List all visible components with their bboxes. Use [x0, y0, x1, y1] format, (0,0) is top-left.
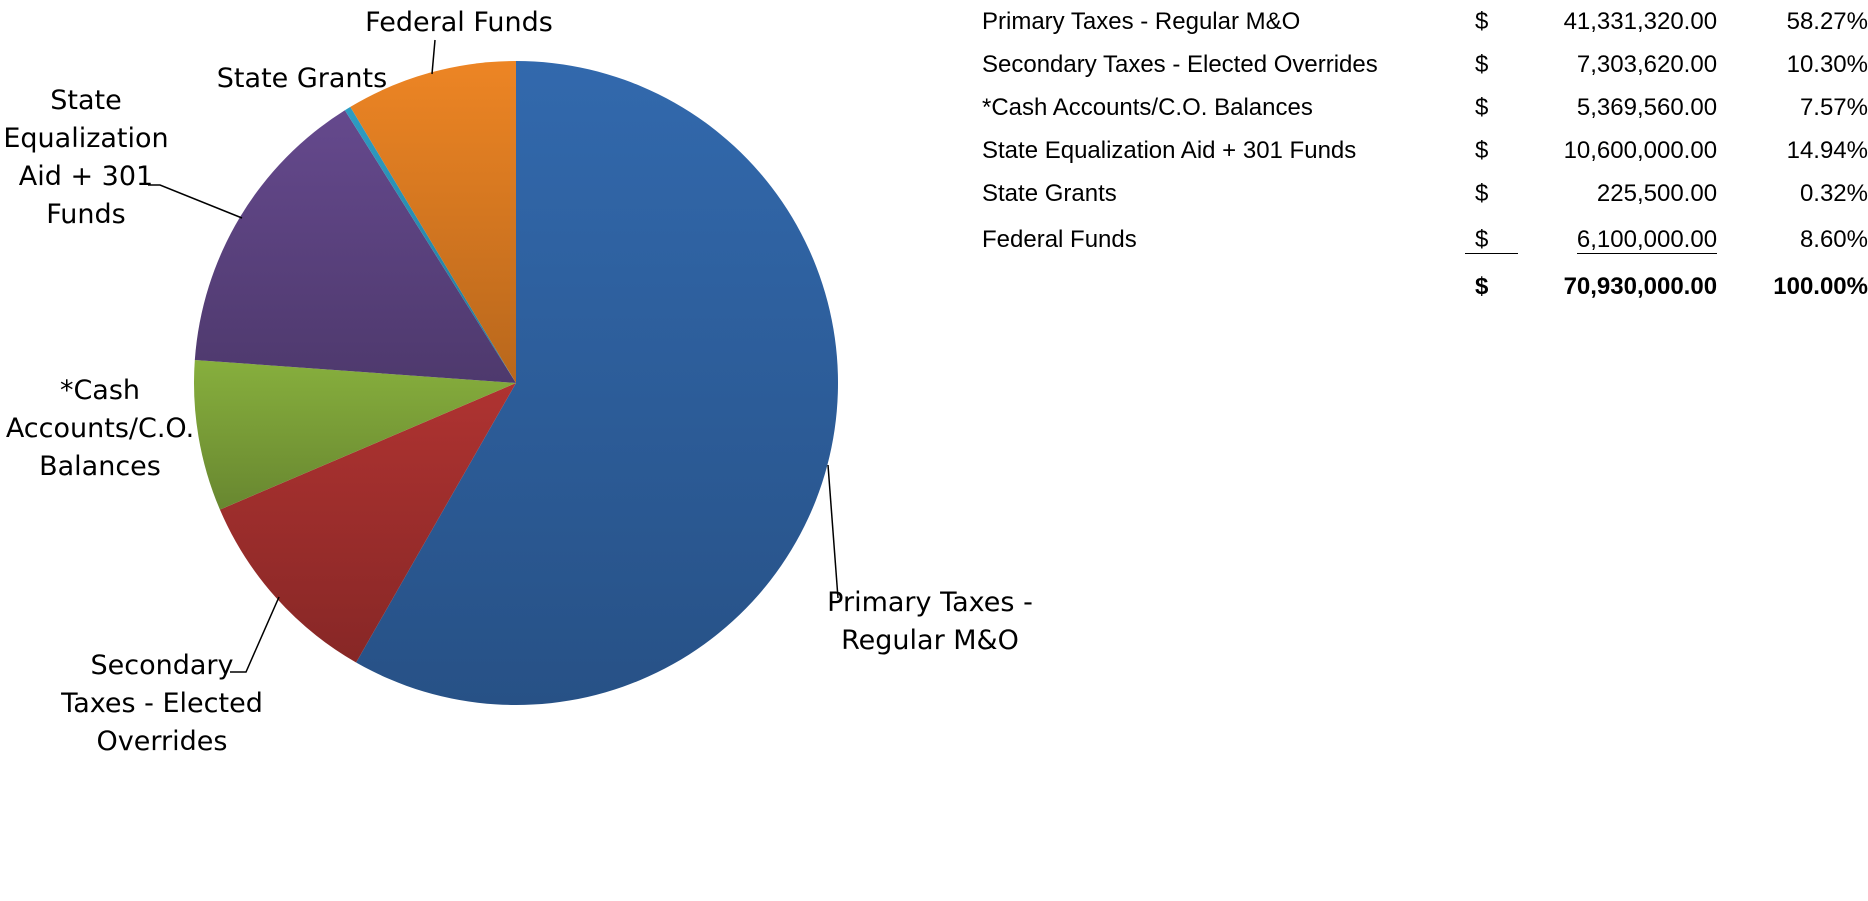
row-percent: 10.30%: [1786, 50, 1868, 78]
table-row: Primary Taxes - Regular M&O $ 41,331,320…: [982, 0, 1868, 43]
table-row: Federal Funds $ 6,100,000.00 8.60%: [982, 215, 1868, 265]
row-percent: 14.94%: [1786, 136, 1868, 164]
table-row: State Equalization Aid + 301 Funds $ 10,…: [982, 129, 1868, 172]
leader-line: [148, 184, 243, 219]
row-currency: $: [1474, 179, 1489, 207]
leader-line: [230, 596, 280, 673]
total-currency: $: [1474, 273, 1489, 300]
table-row: Secondary Taxes - Elected Overrides $ 7,…: [982, 43, 1868, 86]
row-currency: $: [1474, 136, 1489, 164]
slice-label-line: Taxes - Elected: [60, 688, 263, 719]
table-row: *Cash Accounts/C.O. Balances $ 5,369,560…: [982, 86, 1868, 129]
pie-slice: [193, 360, 516, 510]
slice-label-line: *Cash: [60, 375, 140, 406]
slice-label: Primary Taxes - Regular M&O: [827, 587, 1033, 656]
pie-slice: [194, 110, 516, 384]
pie-slice: [344, 106, 516, 383]
row-percent: 0.32%: [1799, 179, 1868, 207]
total-amount: 70,930,000.00: [1563, 273, 1718, 300]
slice-label-line: Aid + 301: [19, 161, 153, 192]
slice-label: State Equalization Aid + 301 Funds: [3, 85, 168, 230]
row-name: State Grants: [982, 179, 1117, 207]
leader-lines: [148, 39, 839, 673]
slice-label: State Grants: [217, 63, 387, 94]
row-amount: 7,303,620.00: [1576, 50, 1718, 78]
slice-labels: Primary Taxes - Regular M&O Secondary Taxes…: [3, 7, 1032, 757]
row-amount-underlined: 6,100,000.00: [1576, 226, 1718, 254]
row-amount: 225,500.00: [1596, 179, 1718, 207]
leader-line: [827, 464, 839, 599]
slice-label-line: Primary Taxes -: [827, 587, 1033, 618]
pie-slice: [350, 61, 516, 383]
slice-label: Secondary Taxes - Elected Overrides: [60, 650, 263, 757]
row-currency: $: [1474, 93, 1489, 121]
pie-slice: [219, 383, 516, 663]
row-percent: 7.57%: [1799, 93, 1868, 121]
slice-label: Federal Funds: [365, 7, 553, 38]
slice-label-line: State: [50, 85, 121, 116]
slice-label-line: Regular M&O: [841, 625, 1019, 656]
leader-line: [431, 39, 436, 75]
row-currency-underlined: $: [1464, 226, 1519, 254]
slice-label: *Cash Accounts/C.O. Balances: [6, 375, 194, 482]
row-currency: $: [1464, 215, 1519, 265]
pie-slice: [356, 61, 839, 705]
slice-label-line: Overrides: [97, 726, 228, 757]
slice-label-line: Accounts/C.O.: [6, 413, 194, 444]
table-row: State Grants $ 225,500.00 0.32%: [982, 172, 1868, 215]
row-name: Federal Funds: [982, 226, 1137, 253]
row-name: Primary Taxes - Regular M&O: [982, 7, 1301, 35]
table-total-row: $ 70,930,000.00 100.00%: [982, 265, 1868, 309]
row-name: Secondary Taxes - Elected Overrides: [982, 50, 1378, 78]
total-name: [982, 265, 1475, 309]
row-amount: 10,600,000.00: [1563, 136, 1718, 164]
slice-label-line: Balances: [39, 451, 161, 482]
total-percent: 100.00%: [1773, 273, 1868, 300]
row-amount: 6,100,000.00: [1518, 215, 1718, 265]
slice-label-line: Secondary: [91, 650, 234, 681]
row-currency: $: [1474, 50, 1489, 78]
row-amount: 41,331,320.00: [1563, 7, 1718, 35]
slice-label-line: Equalization: [3, 123, 168, 154]
slice-label-line: State Grants: [217, 63, 387, 94]
row-percent: 8.60%: [1799, 226, 1868, 253]
pie-slices: [193, 61, 839, 705]
row-amount: 5,369,560.00: [1576, 93, 1718, 121]
slice-label-line: Federal Funds: [365, 7, 553, 38]
funding-table: Primary Taxes - Regular M&O $ 41,331,320…: [982, 0, 1868, 309]
row-name: *Cash Accounts/C.O. Balances: [982, 93, 1313, 121]
row-percent: 58.27%: [1786, 7, 1868, 35]
row-name: State Equalization Aid + 301 Funds: [982, 136, 1357, 164]
row-currency: $: [1474, 7, 1489, 35]
slice-label-line: Funds: [46, 199, 125, 230]
